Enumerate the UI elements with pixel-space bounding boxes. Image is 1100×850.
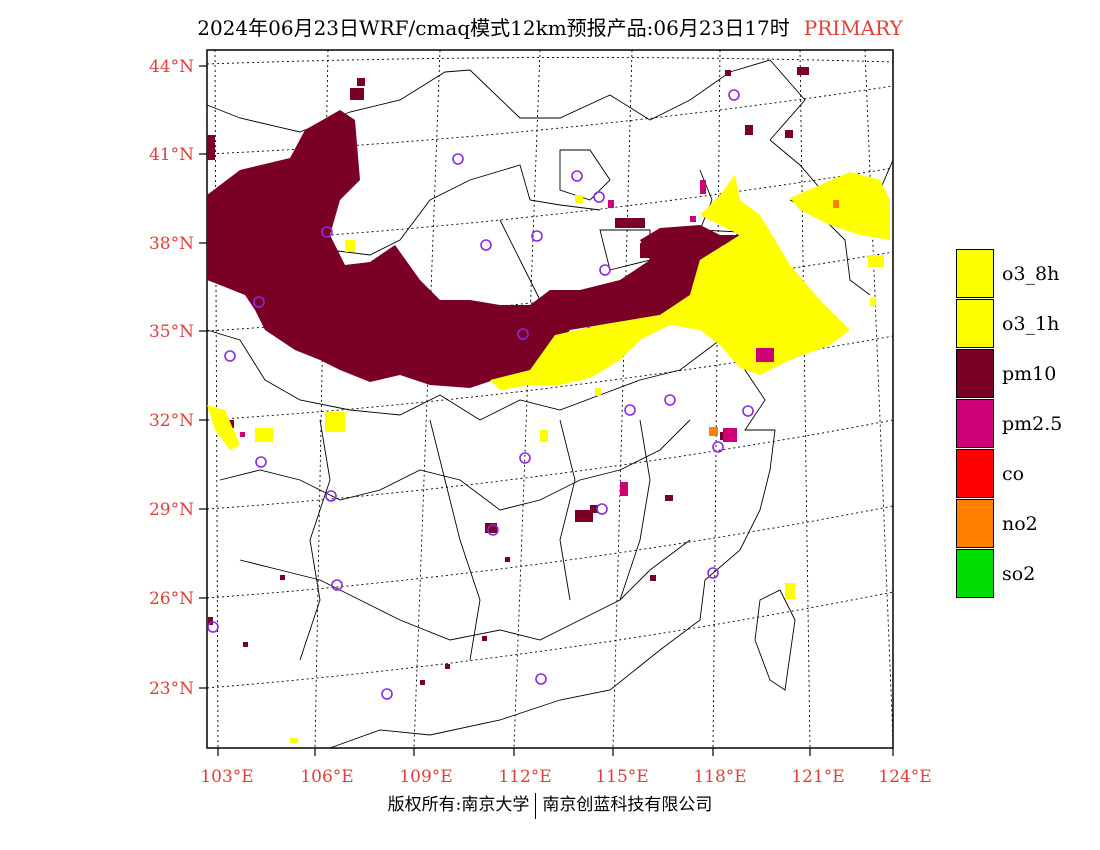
pm25-areas bbox=[240, 180, 774, 496]
lat-label-26: 26°N bbox=[149, 589, 194, 609]
lon-label-121: 121°E bbox=[791, 767, 844, 787]
legend-swatch bbox=[956, 299, 994, 348]
legend-label: no2 bbox=[1002, 513, 1038, 535]
primary-tag: PRIMARY bbox=[803, 16, 903, 40]
lon-label-109: 109°E bbox=[399, 767, 452, 787]
legend-swatch bbox=[956, 349, 994, 398]
legend-item-o3-8h: o3_8h bbox=[956, 249, 1076, 299]
station-markers bbox=[207, 89, 754, 700]
lon-label-112: 112°E bbox=[498, 767, 551, 787]
legend-item-pm10: pm10 bbox=[956, 349, 1076, 399]
legend-item-so2: so2 bbox=[956, 549, 1076, 599]
legend-swatch bbox=[956, 549, 994, 598]
map-title: 2024年06月23日WRF/cmaq模式12km预报产品:06月23日17时 P… bbox=[0, 12, 1100, 41]
lon-label-103: 103°E bbox=[200, 767, 253, 787]
lon-label-124: 124°E bbox=[878, 767, 931, 787]
axis-ticks bbox=[199, 65, 894, 756]
pollutant-legend: o3_8h o3_1h pm10 pm2.5 co no2 so2 bbox=[956, 249, 1076, 599]
lon-label-118: 118°E bbox=[693, 767, 746, 787]
lat-label-44: 44°N bbox=[149, 57, 194, 77]
legend-item-o3-1h: o3_1h bbox=[956, 299, 1076, 349]
no2-areas bbox=[709, 200, 839, 436]
copyright-left: 版权所有:南京大学 bbox=[387, 795, 530, 815]
legend-item-no2: no2 bbox=[956, 499, 1076, 549]
legend-swatch bbox=[956, 449, 994, 498]
title-text: 2024年06月23日WRF/cmaq模式12km预报产品:06月23日17时 bbox=[197, 16, 790, 40]
legend-item-pm25: pm2.5 bbox=[956, 399, 1076, 449]
legend-label: so2 bbox=[1002, 563, 1036, 585]
lat-label-32: 32°N bbox=[149, 411, 194, 431]
lat-label-38: 38°N bbox=[149, 234, 194, 254]
legend-label: co bbox=[1002, 463, 1025, 485]
footer-separator bbox=[535, 792, 537, 819]
legend-swatch bbox=[956, 399, 994, 448]
copyright-right: 南京创蓝科技有限公司 bbox=[542, 795, 713, 815]
legend-swatch bbox=[956, 499, 994, 548]
lat-label-41: 41°N bbox=[149, 145, 194, 165]
lat-label-35: 35°N bbox=[149, 322, 194, 342]
legend-label: pm2.5 bbox=[1002, 413, 1063, 435]
legend-label: o3_1h bbox=[1002, 313, 1060, 335]
lat-label-23: 23°N bbox=[149, 679, 194, 699]
legend-swatch bbox=[956, 249, 994, 298]
legend-label: o3_8h bbox=[1002, 263, 1060, 285]
copyright-footer: 版权所有:南京大学 南京创蓝科技有限公司 bbox=[0, 790, 1100, 819]
legend-label: pm10 bbox=[1002, 363, 1057, 385]
lat-label-29: 29°N bbox=[149, 500, 194, 520]
legend-item-co: co bbox=[956, 449, 1076, 499]
o3-areas bbox=[207, 172, 890, 743]
lon-label-115: 115°E bbox=[595, 767, 648, 787]
lon-label-106: 106°E bbox=[300, 767, 353, 787]
